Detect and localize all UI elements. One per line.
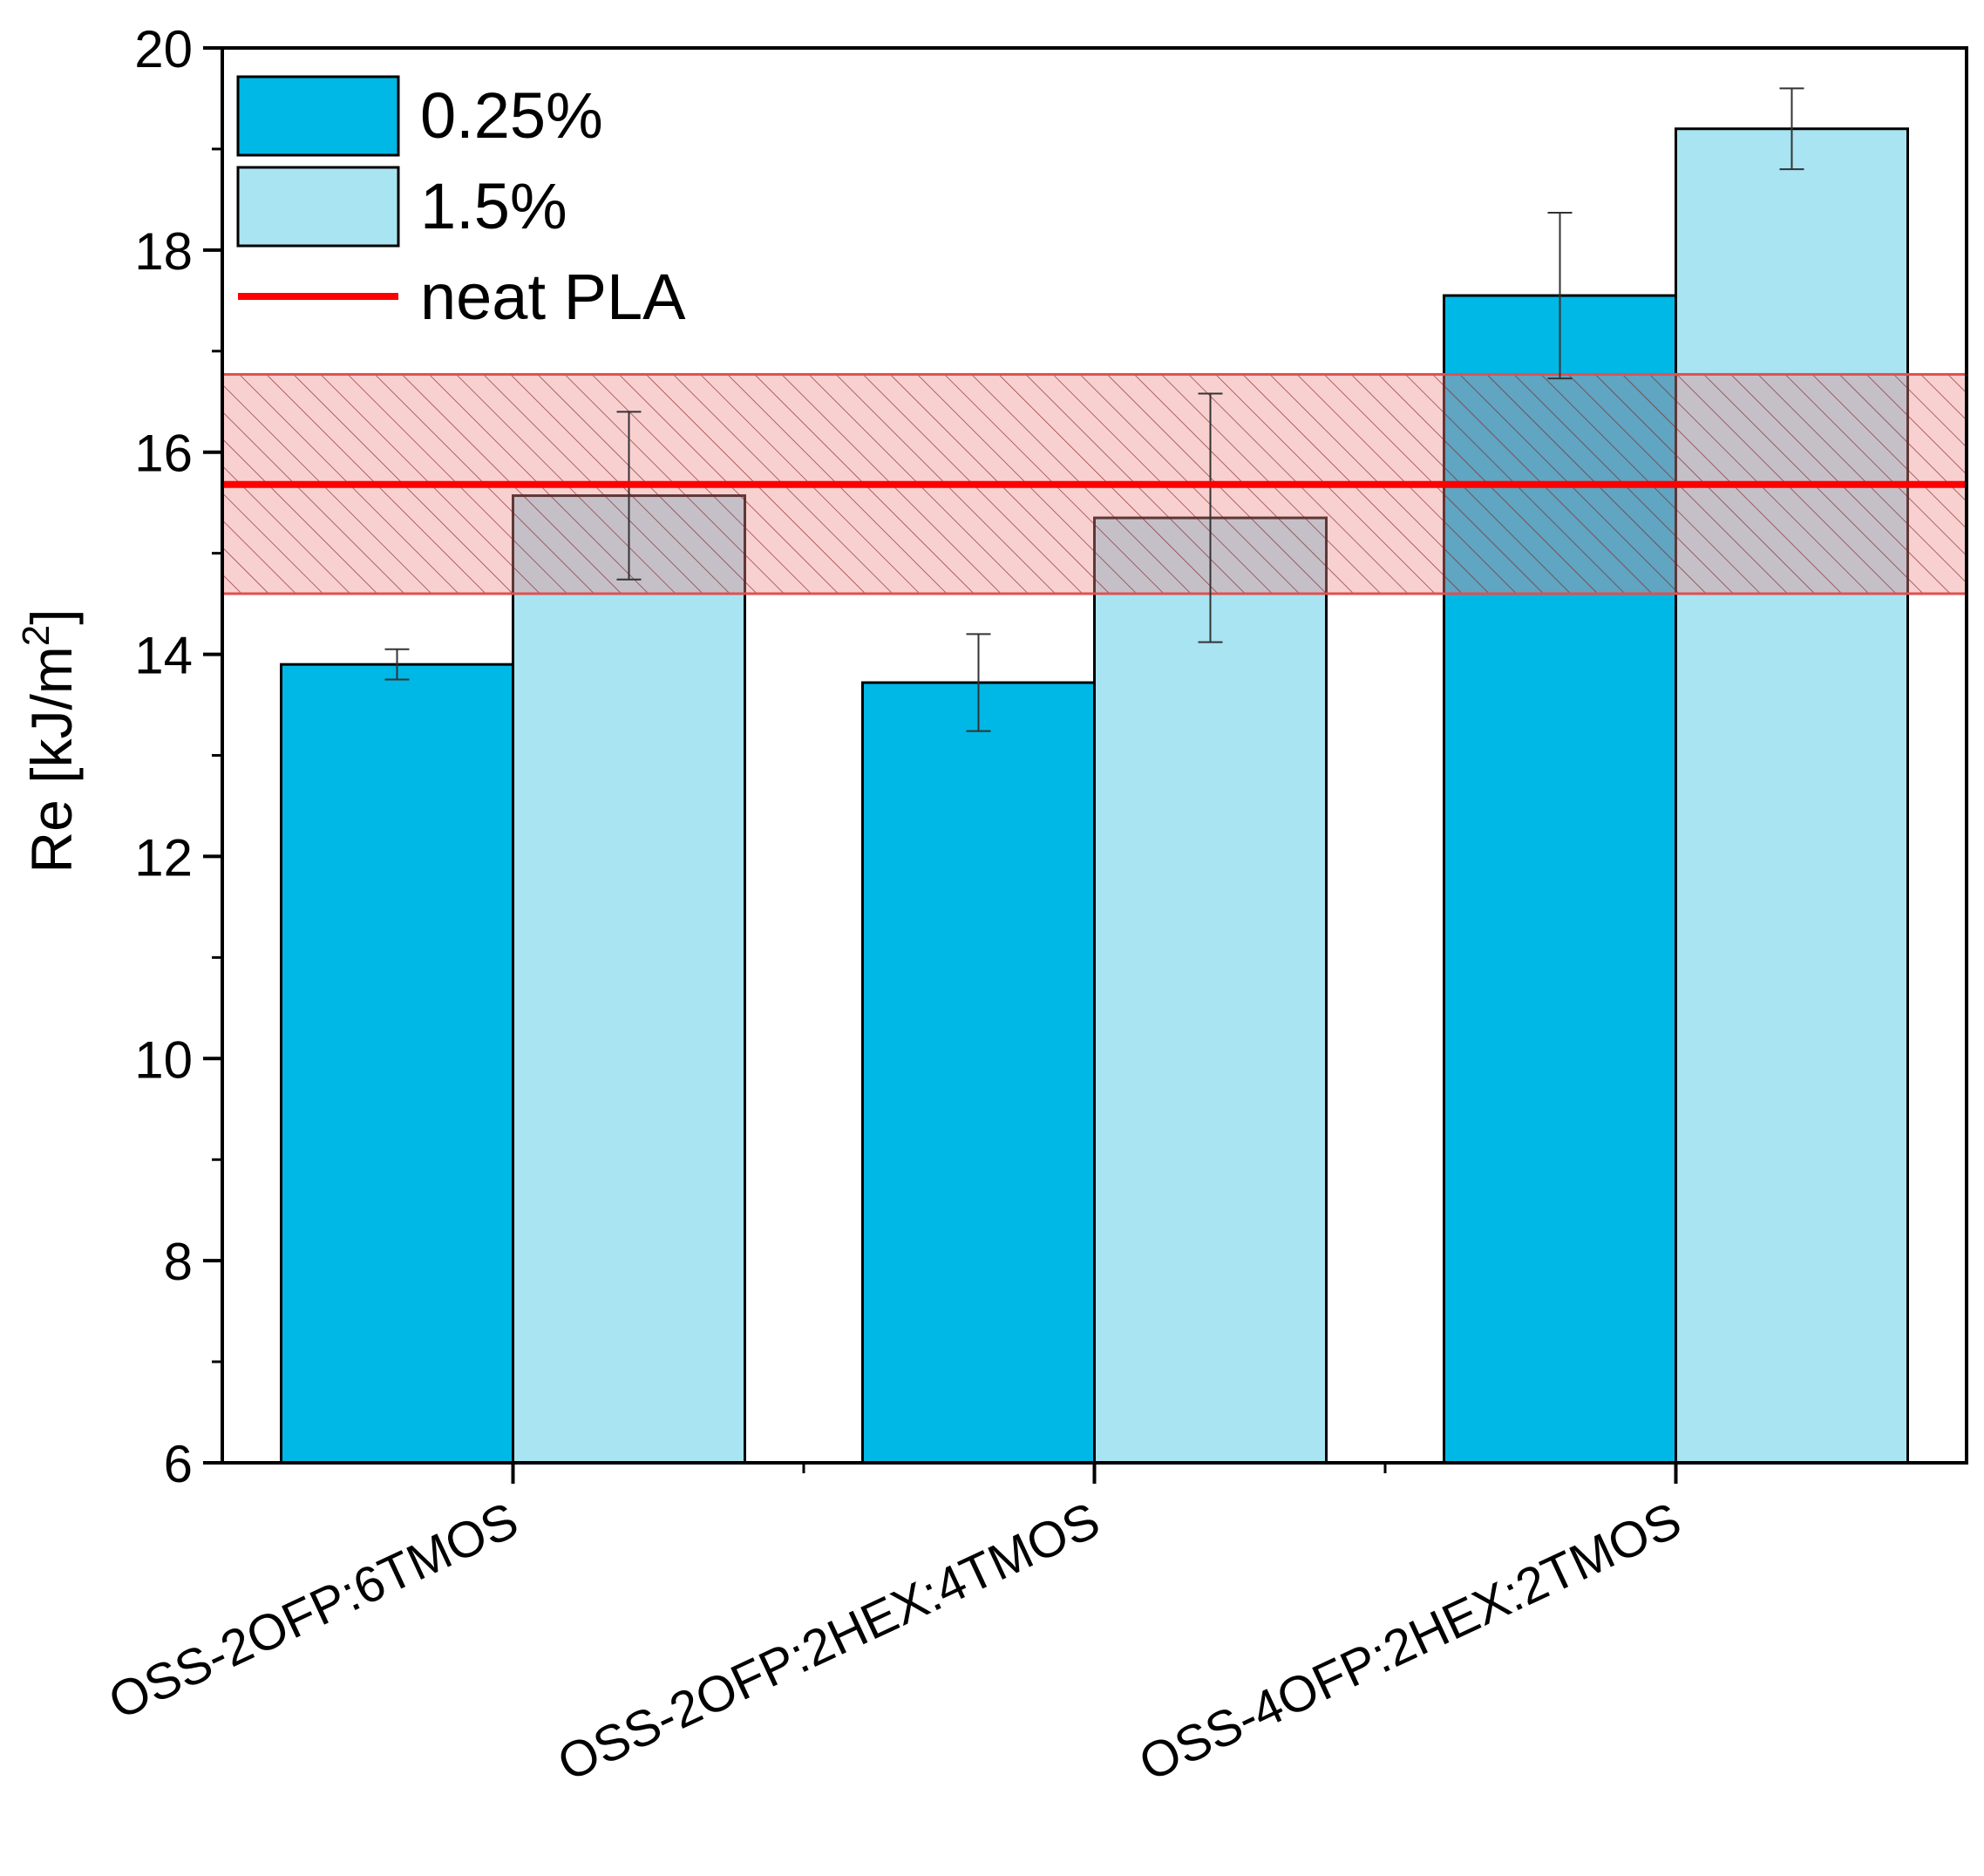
bar-series-1.5-3 <box>1675 127 1909 1465</box>
bar-series-0.25-2 <box>861 681 1096 1465</box>
error-bar-series-1.5-1 <box>616 411 642 581</box>
y-axis: 6 8 10 12 14 16 18 20 <box>134 20 222 1493</box>
legend-label-neat-pla: neat PLA <box>420 261 686 333</box>
y-tick-label-6: 6 <box>164 1435 193 1493</box>
y-axis-label-end: ] <box>19 608 84 624</box>
error-bars-layer <box>384 87 1804 732</box>
error-bar-series-1.5-3 <box>1779 87 1804 171</box>
error-bar-series-0.25-1 <box>384 648 410 681</box>
y-tick-label-18: 18 <box>134 222 193 281</box>
x-tick-label-1: OSS-2OFP:6TMOS <box>100 1492 527 1730</box>
legend-label-1.5: 1.5% <box>420 170 567 242</box>
bar-series-0.25-1 <box>280 663 514 1465</box>
y-axis-label-main: Re [kJ/m <box>19 646 84 873</box>
x-axis: OSS-2OFP:6TMOS OSS-2OFP:2HEX:4TMOS OSS-4OF… <box>100 1463 1689 1792</box>
x-tick-label-2: OSS-2OFP:2HEX:4TMOS <box>549 1492 1108 1792</box>
y-tick-label-14: 14 <box>134 627 193 685</box>
y-tick-label-12: 12 <box>134 828 193 887</box>
x-tick-label-3: OSS-4OFP:2HEX:2TMOS <box>1131 1492 1689 1792</box>
y-tick-label-20: 20 <box>134 20 193 78</box>
legend-swatch-1.5 <box>236 166 400 248</box>
y-axis-label-superscript: 2 <box>15 625 58 646</box>
legend-swatch-0.25 <box>236 75 400 157</box>
bar-series-1.5-1 <box>512 494 746 1465</box>
bar-series-1.5-2 <box>1093 516 1328 1465</box>
y-tick-label-10: 10 <box>134 1030 193 1089</box>
legend-label-0.25: 0.25% <box>420 79 603 152</box>
legend: 0.25% 1.5% neat PLA <box>236 75 686 333</box>
error-bar-series-1.5-2 <box>1198 392 1223 643</box>
error-bar-series-0.25-2 <box>966 633 991 732</box>
y-tick-label-16: 16 <box>134 425 193 483</box>
y-tick-label-8: 8 <box>164 1233 193 1291</box>
error-bar-series-0.25-3 <box>1547 211 1573 380</box>
y-axis-label: Re [kJ/m2] <box>15 608 84 873</box>
